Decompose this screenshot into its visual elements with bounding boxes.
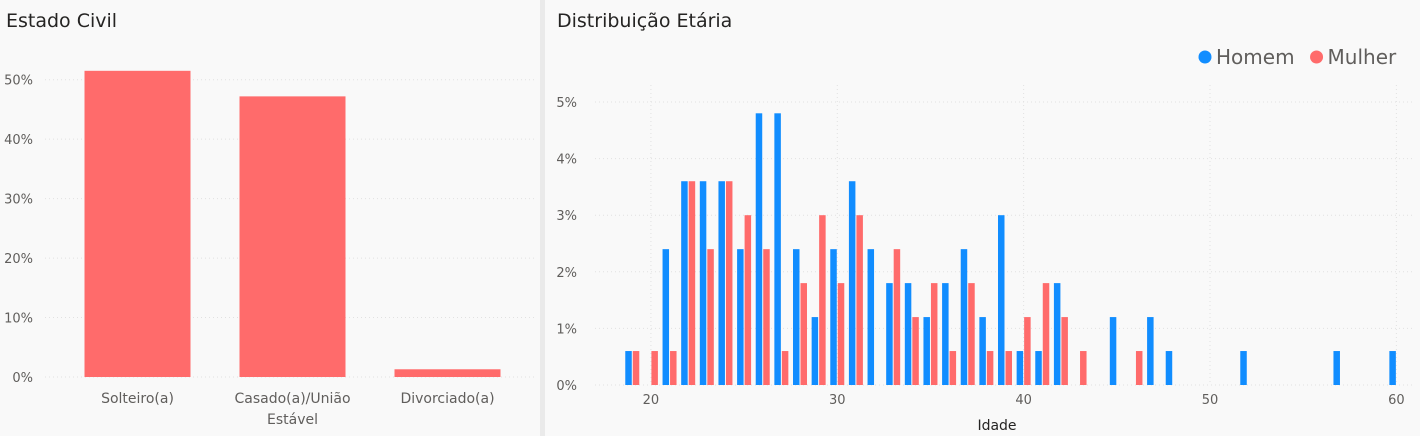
x-category-label: Estável xyxy=(267,412,318,428)
y-tick-label: 5% xyxy=(556,96,577,111)
homem-bar xyxy=(1389,351,1396,385)
mulher-bar xyxy=(949,351,957,385)
distribuicao-etaria-title: Distribuição Etária xyxy=(557,10,733,32)
homem-bar xyxy=(1165,351,1173,385)
mulher-bar xyxy=(986,351,994,385)
homem-bar xyxy=(998,215,1005,385)
homem-bar xyxy=(699,181,707,385)
homem-bar xyxy=(793,249,800,385)
mulher-bar xyxy=(912,317,919,385)
bar xyxy=(239,96,346,377)
homem-bar xyxy=(979,317,986,385)
homem-bar xyxy=(1035,351,1042,385)
mulher-bar xyxy=(968,283,975,385)
estado-civil-title: Estado Civil xyxy=(6,10,118,32)
y-tick-label: 4% xyxy=(556,153,577,168)
y-tick-label: 2% xyxy=(556,266,577,281)
y-tick-label: 0% xyxy=(12,371,33,386)
y-tick-label: 1% xyxy=(556,322,577,337)
mulher-bar xyxy=(1024,317,1031,385)
homem-legend-label: Homem xyxy=(1216,45,1295,69)
bar xyxy=(84,70,191,378)
mulher-bar xyxy=(856,215,863,385)
y-tick-label: 10% xyxy=(4,312,33,327)
x-category-label: Solteiro(a) xyxy=(101,391,174,407)
y-tick-label: 3% xyxy=(556,209,577,224)
homem-bar xyxy=(867,249,875,385)
homem-bar xyxy=(960,249,968,385)
homem-bar xyxy=(942,283,949,385)
mulher-bar xyxy=(1080,351,1087,385)
homem-bar xyxy=(755,113,763,386)
x-tick-label: 60 xyxy=(1388,393,1405,408)
mulher-bar xyxy=(688,181,696,385)
homem-bar xyxy=(1333,351,1340,385)
y-tick-label: 30% xyxy=(4,193,33,208)
x-axis-title: Idade xyxy=(977,418,1016,434)
distribuicao-etaria-chart: 0% 1% 2% 3% 4% 5% 20 30 40 50 60 Idade Homem Mulher xyxy=(556,45,1415,434)
y-tick-label: 20% xyxy=(4,252,33,267)
mulher-bar xyxy=(893,249,901,385)
mulher-bar xyxy=(1042,283,1050,385)
x-category-label: Divorciado(a) xyxy=(400,391,494,407)
homem-bar xyxy=(681,181,688,385)
x-category-label: Casado(a)/União xyxy=(234,391,350,407)
mulher-legend-marker xyxy=(1310,50,1324,64)
distribuicao-etaria-panel: Distribuição Etária 0% 1% 2% 3% 4% 5% 20 30 40 50… xyxy=(545,0,1420,436)
mulher-bar xyxy=(819,215,826,385)
homem-bar xyxy=(1016,351,1024,385)
mulher-bar xyxy=(763,249,770,385)
mulher-bar xyxy=(1135,351,1143,385)
x-tick-label: 20 xyxy=(643,393,660,408)
mulher-bar xyxy=(1005,351,1012,385)
mulher-bar xyxy=(837,283,845,385)
y-tick-label: 40% xyxy=(4,133,33,148)
homem-bar xyxy=(1147,317,1154,385)
x-tick-label: 50 xyxy=(1202,393,1219,408)
homem-bar xyxy=(737,249,744,385)
mulher-legend-label: Mulher xyxy=(1328,45,1397,69)
homem-bar xyxy=(830,249,837,385)
homem-bar xyxy=(625,351,632,385)
homem-bar xyxy=(904,283,912,385)
bar xyxy=(394,369,501,377)
mulher-bar xyxy=(651,351,658,385)
homem-bar xyxy=(774,113,781,386)
mulher-bar xyxy=(744,215,752,385)
homem-bar xyxy=(923,317,930,385)
homem-bar xyxy=(1240,351,1247,385)
mulher-bar xyxy=(725,181,733,385)
homem-bar xyxy=(1109,317,1117,385)
mulher-bar xyxy=(1061,317,1068,385)
homem-bar xyxy=(848,181,856,385)
mulher-bar xyxy=(930,283,938,385)
homem-bar xyxy=(1053,283,1061,385)
homem-bar xyxy=(662,249,670,385)
homem-bar xyxy=(811,317,819,385)
homem-bar xyxy=(718,181,725,385)
x-tick-label: 30 xyxy=(829,393,846,408)
mulher-bar xyxy=(632,351,640,385)
y-tick-label: 0% xyxy=(556,379,577,394)
x-tick-label: 40 xyxy=(1015,393,1032,408)
estado-civil-panel: Estado Civil 0% 10% 20% 30% 40% 50% Solteiro(a… xyxy=(0,0,540,436)
mulher-bar xyxy=(707,249,714,385)
homem-legend-marker xyxy=(1198,50,1212,64)
homem-bar xyxy=(886,283,893,385)
mulher-bar xyxy=(800,283,807,385)
estado-civil-chart: 0% 10% 20% 30% 40% 50% Solteiro(a) Casado(a)/Un… xyxy=(4,70,535,428)
y-tick-label: 50% xyxy=(4,74,33,89)
mulher-bar xyxy=(670,351,677,385)
mulher-bar xyxy=(781,351,789,385)
